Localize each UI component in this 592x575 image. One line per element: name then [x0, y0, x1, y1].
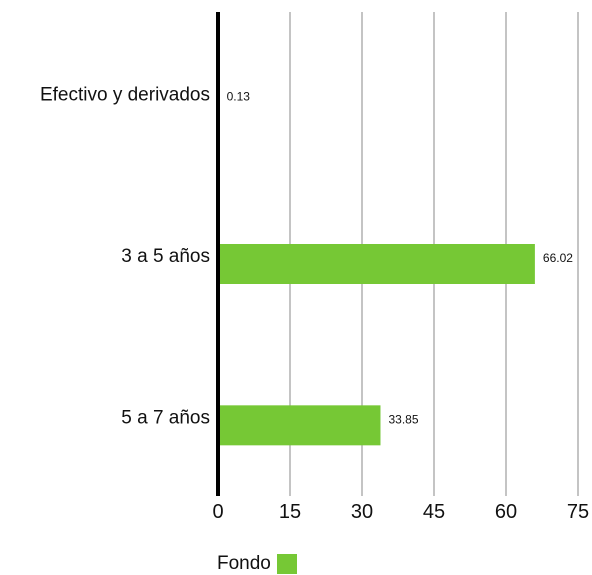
- category-label: Efectivo y derivados: [40, 85, 210, 106]
- x-tick-label: 15: [279, 501, 301, 523]
- bar: [218, 405, 381, 446]
- x-tick-label: 75: [567, 501, 589, 523]
- x-tick-label: 60: [495, 501, 517, 523]
- category-label: 5 a 7 años: [121, 407, 210, 428]
- data-label: 0.13: [227, 90, 251, 104]
- data-label: 66.02: [543, 251, 573, 265]
- legend: Fondo: [217, 553, 297, 575]
- data-labels: 0.13 66.02 33.85: [227, 90, 574, 427]
- legend-label: Fondo: [217, 553, 271, 574]
- category-labels: Efectivo y derivados 3 a 5 años 5 a 7 años: [40, 85, 210, 429]
- category-label: 3 a 5 años: [121, 246, 210, 267]
- x-tick-label: 45: [423, 501, 445, 523]
- bar: [218, 244, 535, 284]
- bars: [218, 82, 535, 446]
- bar-chart: Efectivo y derivados 3 a 5 años 5 a 7 años…: [40, 12, 589, 523]
- data-label: 33.85: [388, 412, 418, 426]
- x-tick-label: 0: [212, 501, 223, 523]
- legend-swatch: [276, 554, 297, 574]
- x-tick-label: 30: [351, 501, 373, 523]
- x-tick-labels: 0 15 30 45 60 75: [212, 501, 589, 523]
